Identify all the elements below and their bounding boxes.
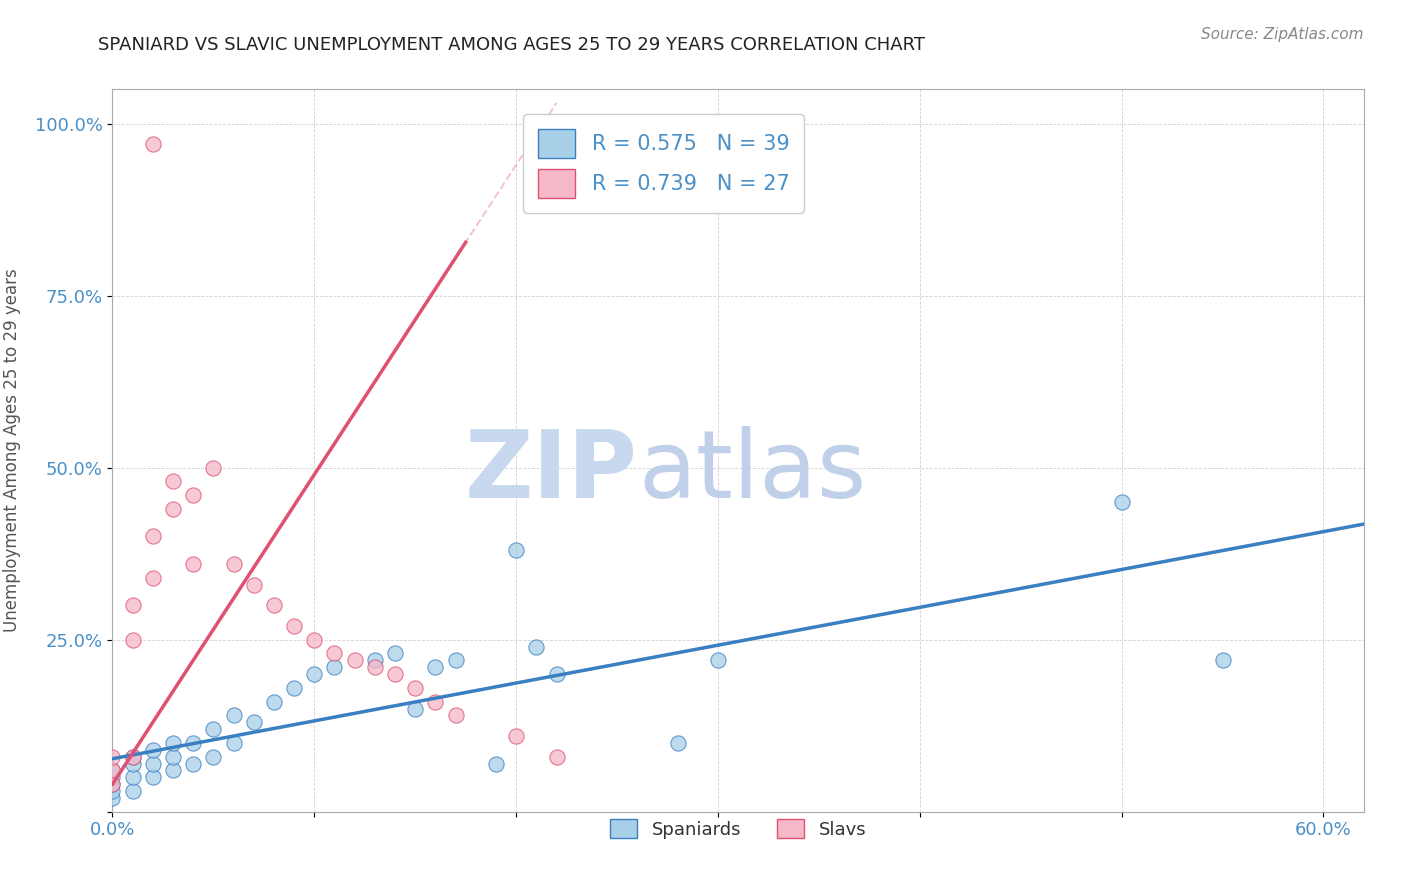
Point <box>101 777 124 791</box>
Point <box>121 749 143 764</box>
Y-axis label: Unemployment Among Ages 25 to 29 years: Unemployment Among Ages 25 to 29 years <box>3 268 21 632</box>
Point <box>121 756 143 771</box>
Text: SPANIARD VS SLAVIC UNEMPLOYMENT AMONG AGES 25 TO 29 YEARS CORRELATION CHART: SPANIARD VS SLAVIC UNEMPLOYMENT AMONG AG… <box>98 36 925 54</box>
Point <box>283 681 305 695</box>
Point <box>202 749 225 764</box>
Point <box>121 784 143 798</box>
Point <box>222 736 245 750</box>
Point <box>181 557 204 571</box>
Point <box>121 632 143 647</box>
Point <box>142 770 165 784</box>
Point <box>142 137 165 152</box>
Point <box>181 756 204 771</box>
Point <box>384 647 406 661</box>
Point <box>101 764 124 778</box>
Text: ZIP: ZIP <box>465 426 638 518</box>
Point <box>404 681 426 695</box>
Point <box>101 791 124 805</box>
Point <box>425 660 447 674</box>
Point <box>1212 653 1234 667</box>
Point <box>546 749 568 764</box>
Point <box>142 571 165 585</box>
Point <box>263 599 285 613</box>
Point <box>162 475 184 489</box>
Point <box>505 729 527 743</box>
Point <box>323 660 346 674</box>
Point <box>384 667 406 681</box>
Point <box>222 708 245 723</box>
Point <box>181 488 204 502</box>
Point <box>323 647 346 661</box>
Point <box>546 667 568 681</box>
Point <box>142 529 165 543</box>
Point <box>364 653 387 667</box>
Point <box>142 743 165 757</box>
Point <box>101 764 124 778</box>
Point <box>222 557 245 571</box>
Point <box>101 770 124 784</box>
Point <box>283 619 305 633</box>
Point <box>707 653 730 667</box>
Point <box>1111 495 1133 509</box>
Legend: Spaniards, Slavs: Spaniards, Slavs <box>603 813 873 846</box>
Point <box>666 736 689 750</box>
Point <box>524 640 547 654</box>
Point <box>101 784 124 798</box>
Text: Source: ZipAtlas.com: Source: ZipAtlas.com <box>1201 27 1364 42</box>
Point <box>304 667 326 681</box>
Point <box>142 756 165 771</box>
Point <box>404 701 426 715</box>
Point <box>202 460 225 475</box>
Point <box>343 653 366 667</box>
Point <box>121 770 143 784</box>
Point <box>425 695 447 709</box>
Point <box>242 577 264 591</box>
Point <box>162 749 184 764</box>
Point <box>505 543 527 558</box>
Point <box>162 764 184 778</box>
Point <box>444 708 467 723</box>
Point <box>263 695 285 709</box>
Point <box>162 502 184 516</box>
Point <box>304 632 326 647</box>
Point <box>101 749 124 764</box>
Point <box>162 736 184 750</box>
Point <box>121 599 143 613</box>
Point <box>181 736 204 750</box>
Point <box>444 653 467 667</box>
Point <box>242 715 264 730</box>
Point <box>485 756 508 771</box>
Text: atlas: atlas <box>638 426 866 518</box>
Point <box>101 777 124 791</box>
Point <box>121 749 143 764</box>
Point <box>202 722 225 736</box>
Point <box>364 660 387 674</box>
